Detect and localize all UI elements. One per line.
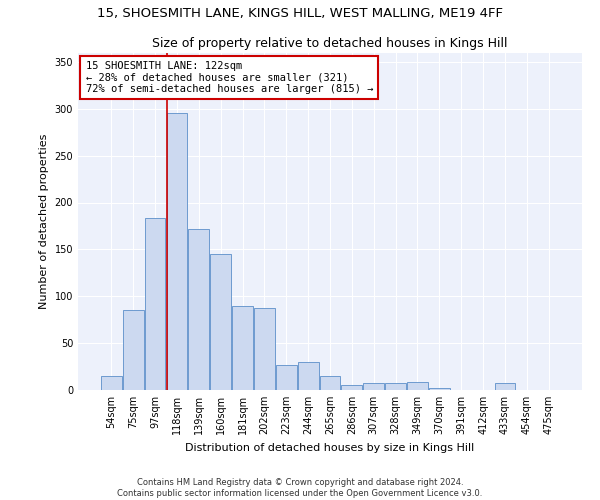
Bar [341, 386, 362, 390]
Bar [101, 376, 122, 390]
Bar [232, 306, 253, 390]
Y-axis label: Number of detached properties: Number of detached properties [39, 134, 49, 309]
Bar [188, 229, 209, 390]
Bar [254, 308, 275, 390]
Bar [385, 382, 406, 390]
Bar [276, 364, 296, 390]
Bar [494, 384, 515, 390]
Bar [429, 388, 450, 390]
Bar [145, 218, 166, 390]
Text: 15, SHOESMITH LANE, KINGS HILL, WEST MALLING, ME19 4FF: 15, SHOESMITH LANE, KINGS HILL, WEST MAL… [97, 8, 503, 20]
Bar [364, 384, 384, 390]
Bar [210, 254, 231, 390]
X-axis label: Distribution of detached houses by size in Kings Hill: Distribution of detached houses by size … [185, 442, 475, 452]
Bar [123, 310, 143, 390]
Bar [407, 382, 428, 390]
Text: Contains HM Land Registry data © Crown copyright and database right 2024.
Contai: Contains HM Land Registry data © Crown c… [118, 478, 482, 498]
Title: Size of property relative to detached houses in Kings Hill: Size of property relative to detached ho… [152, 37, 508, 50]
Text: 15 SHOESMITH LANE: 122sqm
← 28% of detached houses are smaller (321)
72% of semi: 15 SHOESMITH LANE: 122sqm ← 28% of detac… [86, 61, 373, 94]
Bar [320, 376, 340, 390]
Bar [167, 114, 187, 390]
Bar [298, 362, 319, 390]
